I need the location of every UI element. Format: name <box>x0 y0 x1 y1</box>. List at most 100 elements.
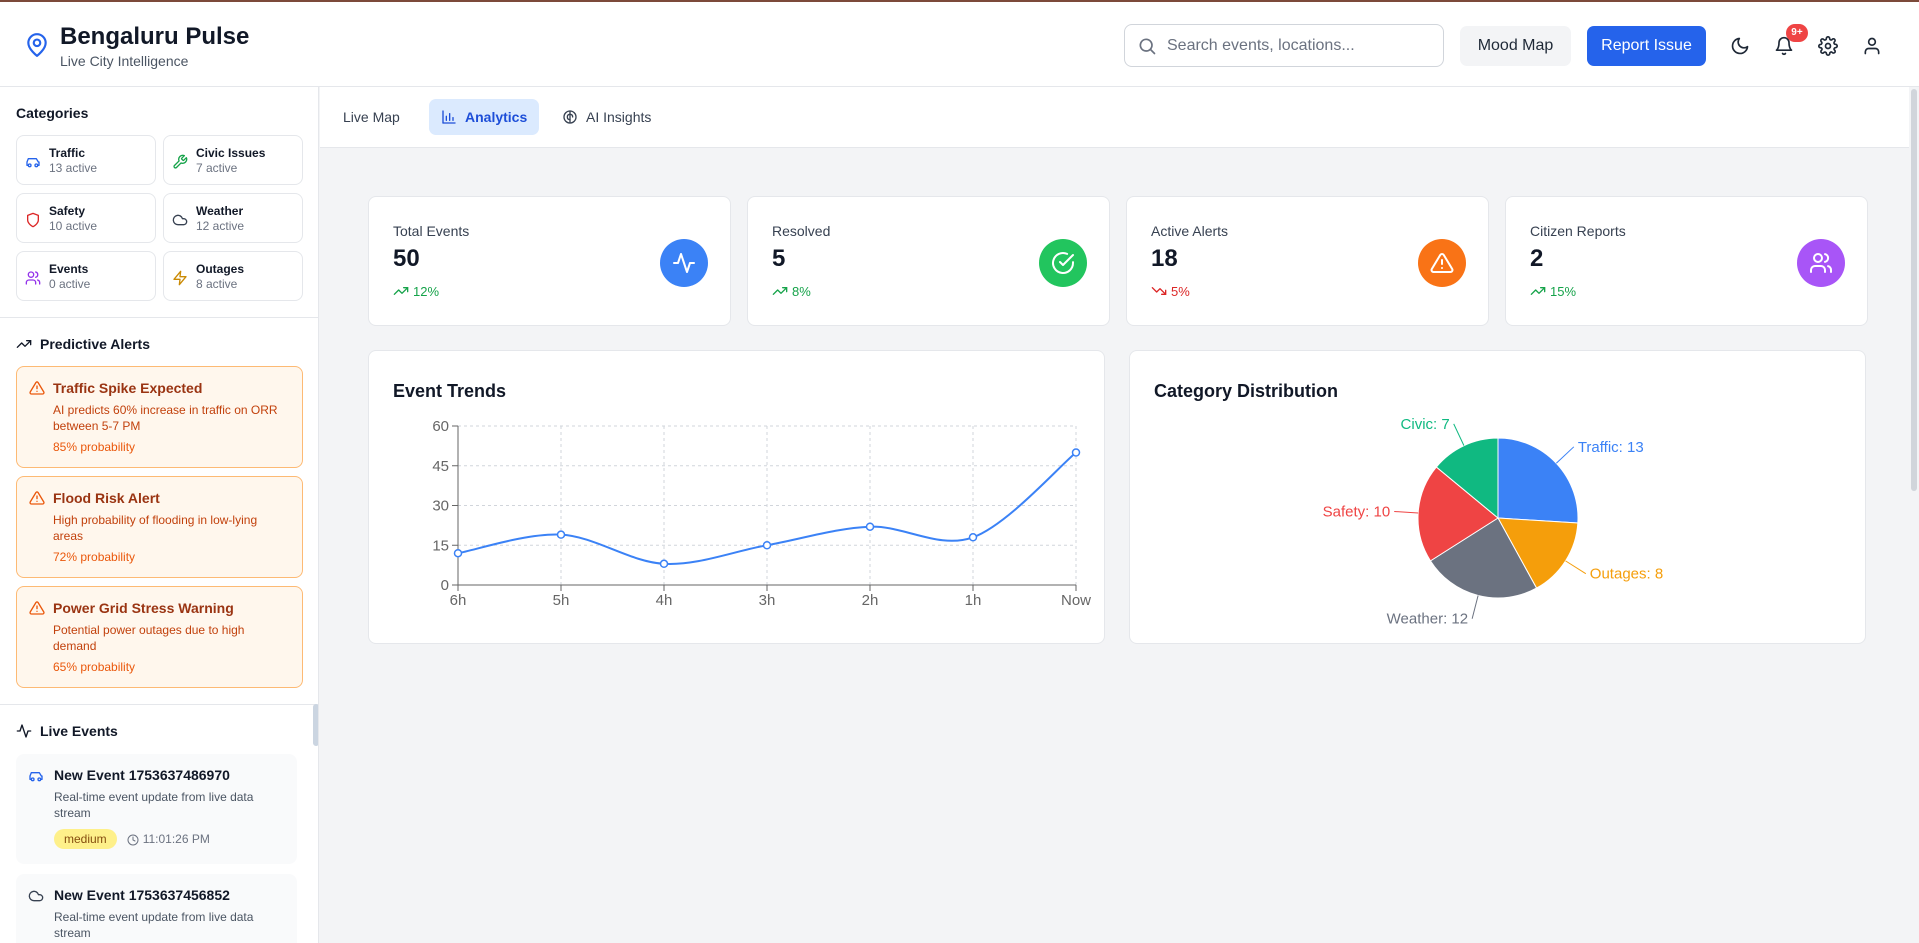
app-header: Bengaluru Pulse Live City Intelligence M… <box>0 2 1919 87</box>
category-name: Weather <box>196 204 244 218</box>
category-name: Traffic <box>49 146 86 160</box>
car-icon <box>29 772 43 782</box>
activity-icon <box>673 253 695 273</box>
stat-value: 50 <box>393 245 420 272</box>
category-name: Safety <box>49 204 86 218</box>
sidebar: Categories Traffic 13 active Civic Issues… <box>0 87 319 943</box>
category-weather[interactable]: Weather 12 active <box>163 193 303 243</box>
mood-map-button[interactable]: Mood Map <box>1460 26 1571 66</box>
event-title: New Event 1753637456852 <box>54 887 230 903</box>
data-point <box>1071 448 1081 457</box>
category-count: 0 active <box>49 277 91 291</box>
activity-icon <box>16 724 32 738</box>
stat-trend-value: 15% <box>1550 283 1577 299</box>
category-count: 10 active <box>49 219 98 233</box>
tab-analytics[interactable]: Analytics <box>429 99 540 135</box>
tab-ai-insights[interactable]: AI Insights <box>550 99 663 135</box>
stat-label: Active Alerts <box>1151 223 1229 239</box>
pie-label-leader <box>1471 595 1479 619</box>
settings-button[interactable] <box>1816 34 1840 58</box>
pie-slice-label: Civic: 7 <box>1401 416 1450 433</box>
pie-label-leader <box>1565 560 1587 575</box>
data-point <box>968 533 978 542</box>
category-safety[interactable]: Safety 10 active <box>16 193 156 243</box>
stat-label: Resolved <box>772 223 831 239</box>
pie-slice-label: Outages: 8 <box>1590 566 1663 583</box>
event-time: 11:01:26 PM <box>127 832 210 846</box>
stat-trend: 12% <box>393 283 439 299</box>
alert-probability: 85% probability <box>53 440 136 454</box>
stat-trend-value: 12% <box>413 283 440 299</box>
category-name: Civic Issues <box>196 146 266 160</box>
trending-down-icon <box>1151 287 1167 295</box>
x-tick-label: 3h <box>759 592 776 609</box>
cloud-icon <box>28 890 44 902</box>
search-box[interactable] <box>1124 24 1444 67</box>
stat-label: Citizen Reports <box>1530 223 1626 239</box>
pie-label-leader <box>1555 446 1575 464</box>
brand: Bengaluru Pulse Live City Intelligence <box>24 22 249 70</box>
alert-triangle-icon <box>1430 252 1454 273</box>
check-circle-icon <box>1052 252 1074 275</box>
y-tick-label: 0 <box>441 577 449 594</box>
data-point <box>865 522 875 531</box>
tab-label: Live Map <box>343 109 400 125</box>
bell-icon <box>1775 36 1793 56</box>
cloud-icon <box>172 214 188 226</box>
x-tick-label: 5h <box>553 592 570 609</box>
category-outages[interactable]: Outages 8 active <box>163 251 303 301</box>
category-name: Events <box>49 262 89 276</box>
data-point <box>453 548 463 558</box>
stat-value: 18 <box>1151 245 1178 272</box>
alert-card-power-grid[interactable]: Power Grid Stress Warning Potential powe… <box>16 586 303 688</box>
event-time-label: 11:01:26 PM <box>142 832 210 846</box>
pie-slice <box>1497 437 1579 524</box>
alert-card-flood-risk[interactable]: Flood Risk Alert High probability of flo… <box>16 476 303 578</box>
live-event-card[interactable]: New Event 1753637486970 Real-time event … <box>16 754 297 864</box>
clock-icon <box>127 834 139 846</box>
event-trends-chart: 0 15 30 45 60 6h 5h 4h 3h 2h 1h Now <box>432 418 1091 609</box>
stat-card-total-events: Total Events 50 12% <box>368 196 731 326</box>
category-traffic[interactable]: Traffic 13 active <box>16 135 156 185</box>
data-point <box>762 541 772 550</box>
dark-mode-toggle[interactable] <box>1728 34 1752 58</box>
stat-trend: 5% <box>1151 283 1190 299</box>
page-scrollbar[interactable] <box>1909 87 1919 943</box>
page-scrollbar-thumb[interactable] <box>1911 89 1917 491</box>
pie-slice-label: Weather: 12 <box>1387 611 1468 628</box>
alert-card-traffic-spike[interactable]: Traffic Spike Expected AI predicts 60% i… <box>16 366 303 468</box>
notification-badge: 9+ <box>1786 24 1808 42</box>
trending-up-icon <box>393 287 409 295</box>
profile-button[interactable] <box>1860 34 1884 58</box>
category-count: 13 active <box>49 161 98 175</box>
app-subtitle: Live City Intelligence <box>60 53 189 69</box>
x-tick-label: Now <box>1061 592 1091 609</box>
sidebar-scrollbar[interactable] <box>313 704 318 746</box>
predictive-alerts-label: Predictive Alerts <box>40 336 150 352</box>
trending-up-icon <box>16 340 32 348</box>
search-input[interactable] <box>1167 36 1427 55</box>
notifications-button[interactable] <box>1772 34 1796 58</box>
stat-card-resolved: Resolved 5 8% <box>747 196 1110 326</box>
stat-trend-value: 8% <box>792 283 811 299</box>
alert-description: Potential power outages due to high dema… <box>53 623 245 653</box>
brain-icon <box>563 110 577 124</box>
stat-icon-badge <box>1039 239 1087 287</box>
trending-up-icon <box>772 287 788 295</box>
stat-icon-badge <box>1797 239 1845 287</box>
trending-up-icon <box>1530 287 1546 295</box>
panel-title: Category Distribution <box>1154 381 1339 401</box>
app-title: Bengaluru Pulse <box>60 23 250 50</box>
y-tick-label: 45 <box>432 458 449 475</box>
category-events[interactable]: Events 0 active <box>16 251 156 301</box>
view-tabs: Live Map Analytics AI Insights <box>320 87 1919 148</box>
tab-live-map[interactable]: Live Map <box>331 99 412 135</box>
alert-title: Flood Risk Alert <box>53 490 160 506</box>
users-icon <box>1810 253 1833 273</box>
gear-icon <box>1818 36 1838 56</box>
category-civic-issues[interactable]: Civic Issues 7 active <box>163 135 303 185</box>
live-event-card[interactable]: New Event 1753637456852 Real-time event … <box>16 874 297 943</box>
moon-icon <box>1731 37 1749 55</box>
report-issue-button[interactable]: Report Issue <box>1587 26 1706 66</box>
panel-title: Event Trends <box>393 381 507 401</box>
